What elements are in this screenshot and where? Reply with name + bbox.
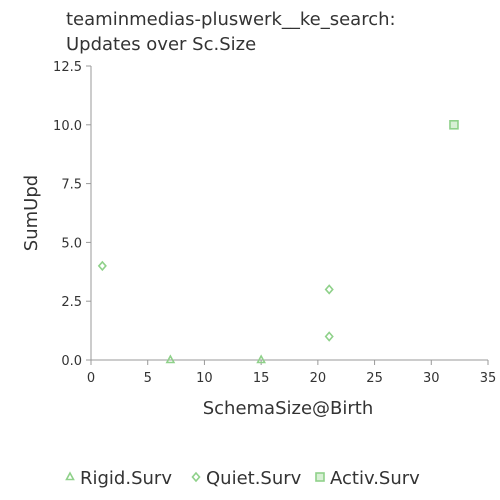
- y-axis-ticks: 0.0 2.5 5.0 7.5 10.0 12.5: [53, 60, 91, 369]
- data-point-diamond: [97, 260, 107, 272]
- legend-marker-triangle: [65, 471, 75, 481]
- data-point-diamond: [324, 331, 334, 342]
- legend: Rigid.Surv Quiet.Surv Activ.Surv: [65, 468, 420, 489]
- data-point-diamond: [324, 284, 334, 295]
- data-point-triangle: [165, 354, 176, 364]
- x-axis-label: SchemaSize@Birth: [203, 398, 374, 419]
- legend-label: Activ.Surv: [330, 468, 420, 489]
- y-tick-label: 5.0: [61, 236, 82, 251]
- y-axis-label: SumUpd: [21, 175, 42, 251]
- x-tick-label: 15: [253, 371, 270, 386]
- x-axis-ticks: 0 5 10 15 20 25 30 35: [87, 360, 496, 386]
- x-tick-label: 25: [366, 371, 383, 386]
- chart-title-line-1: teaminmedias-pluswerk__ke_search:: [66, 9, 396, 30]
- data-points: [97, 120, 459, 364]
- x-tick-label: 5: [144, 371, 152, 386]
- x-tick-label: 20: [310, 371, 327, 386]
- legend-marker-diamond: [191, 471, 201, 483]
- y-tick-label: 2.5: [61, 295, 82, 310]
- data-point-triangle: [256, 354, 266, 364]
- x-tick-label: 30: [423, 371, 440, 386]
- y-tick-label: 12.5: [53, 60, 82, 75]
- x-tick-label: 0: [87, 371, 95, 386]
- legend-label: Quiet.Surv: [206, 468, 302, 489]
- chart-title: teaminmedias-pluswerk__ke_search: Update…: [66, 9, 396, 55]
- y-tick-label: 7.5: [61, 178, 82, 193]
- y-tick-label: 0.0: [61, 354, 82, 369]
- legend-marker-square: [315, 472, 325, 482]
- legend-label: Rigid.Surv: [80, 468, 172, 489]
- x-tick-label: 35: [480, 371, 497, 386]
- data-point-square: [449, 120, 459, 130]
- x-tick-label: 10: [196, 371, 213, 386]
- y-tick-label: 10.0: [53, 119, 82, 134]
- chart-title-line-2: Updates over Sc.Size: [66, 34, 256, 55]
